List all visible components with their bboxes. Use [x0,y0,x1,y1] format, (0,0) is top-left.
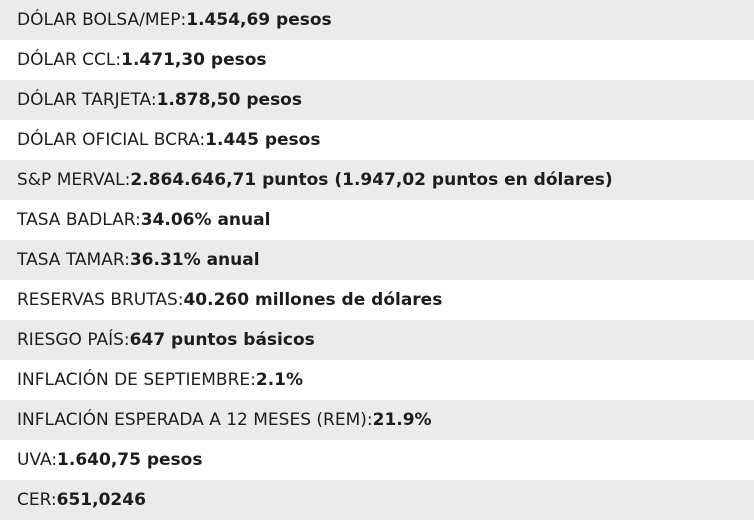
indicator-row-cer: CER: 651,0246 [0,480,754,520]
indicator-label: DÓLAR CCL: [17,50,122,70]
indicator-row-uva: UVA: 1.640,75 pesos [0,440,754,480]
indicator-row-dolar-mep: DÓLAR BOLSA/MEP: 1.454,69 pesos [0,0,754,40]
indicator-value: 1.445 pesos [205,130,321,150]
indicator-value: 1.454,69 pesos [186,10,332,30]
indicator-value: 1.471,30 pesos [121,50,267,70]
indicator-row-inflacion-septiembre: INFLACIÓN DE SEPTIEMBRE: 2.1% [0,360,754,400]
indicator-value: 1.640,75 pesos [57,450,203,470]
indicator-label: DÓLAR OFICIAL BCRA: [17,130,206,150]
indicator-value: 651,0246 [56,490,146,510]
indicator-row-tamar: TASA TAMAR: 36.31% anual [0,240,754,280]
indicator-label: CER: [17,490,57,510]
indicator-value: 34.06% anual [140,210,271,230]
indicator-row-merval: S&P MERVAL: 2.864.646,71 puntos (1.947,0… [0,160,754,200]
indicator-value: 21.9% [372,410,432,430]
indicator-value: 36.31% anual [129,250,260,270]
indicator-label: UVA: [17,450,58,470]
indicator-value: 40.260 millones de dólares [183,290,443,310]
indicator-label: DÓLAR TARJETA: [17,90,157,110]
indicator-label: DÓLAR BOLSA/MEP: [17,10,187,30]
indicator-row-inflacion-esperada: INFLACIÓN ESPERADA A 12 MESES (REM): 21.… [0,400,754,440]
indicator-label: INFLACIÓN ESPERADA A 12 MESES (REM): [17,410,373,430]
indicator-value: 1.878,50 pesos [156,90,302,110]
indicator-row-dolar-tarjeta: DÓLAR TARJETA: 1.878,50 pesos [0,80,754,120]
indicator-label: TASA TAMAR: [17,250,130,270]
indicator-label: TASA BADLAR: [17,210,141,230]
indicator-value: 647 puntos básicos [129,330,315,350]
indicator-label: S&P MERVAL: [17,170,131,190]
indicator-label: RESERVAS BRUTAS: [17,290,184,310]
indicator-label: RIESGO PAÍS: [17,330,130,350]
indicator-row-dolar-ccl: DÓLAR CCL: 1.471,30 pesos [0,40,754,80]
indicator-value: 2.864.646,71 puntos (1.947,02 puntos en … [130,170,613,190]
indicator-row-reservas: RESERVAS BRUTAS: 40.260 millones de dóla… [0,280,754,320]
indicator-row-riesgo-pais: RIESGO PAÍS: 647 puntos básicos [0,320,754,360]
indicator-row-badlar: TASA BADLAR: 34.06% anual [0,200,754,240]
indicator-label: INFLACIÓN DE SEPTIEMBRE: [17,370,256,390]
indicator-value: 2.1% [255,370,304,390]
indicator-row-dolar-oficial: DÓLAR OFICIAL BCRA: 1.445 pesos [0,120,754,160]
